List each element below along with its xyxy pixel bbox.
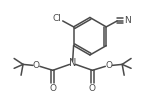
Text: N: N <box>124 16 130 25</box>
Text: N: N <box>69 58 76 68</box>
Text: O: O <box>89 84 96 93</box>
Text: O: O <box>49 84 56 93</box>
Text: O: O <box>32 61 39 70</box>
Text: Cl: Cl <box>52 14 61 23</box>
Text: O: O <box>106 61 113 70</box>
